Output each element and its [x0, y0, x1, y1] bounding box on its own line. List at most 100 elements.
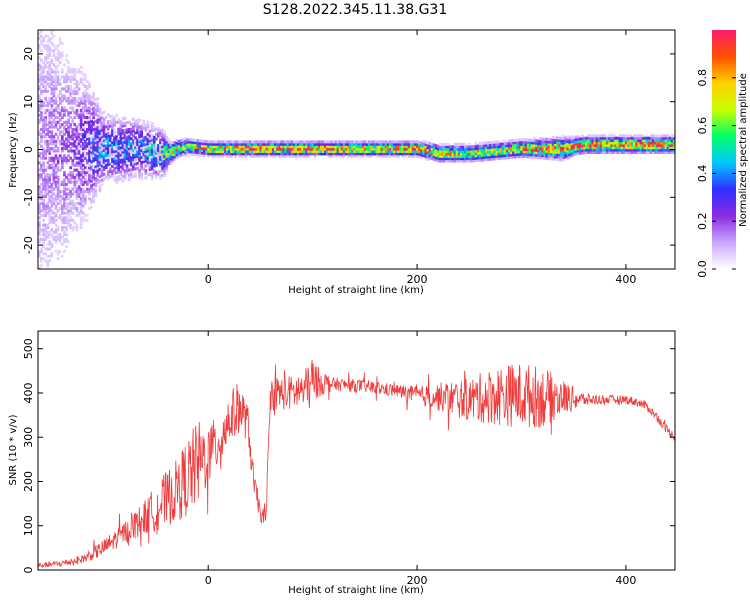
spectrogram-cell [92, 101, 95, 105]
spectrogram-cell [44, 65, 47, 69]
spectrogram-cell [244, 150, 248, 153]
spectrogram-cell [271, 145, 275, 149]
spectrogram-cell [654, 141, 657, 145]
spectrogram-cell [94, 112, 98, 116]
spectrogram-cell [96, 171, 100, 175]
spectrogram-cell [393, 145, 396, 149]
spectrogram-cell [184, 144, 187, 148]
spectrogram-cell [338, 150, 342, 153]
spectrogram-cell [259, 147, 263, 151]
spectrogram-cell [106, 136, 110, 140]
spectrogram-cell [576, 149, 580, 153]
spectrogram-cell [40, 39, 43, 43]
spectrogram-cell [284, 142, 288, 146]
spectrogram-cell [98, 179, 102, 183]
spectrogram-cell [309, 152, 313, 156]
spectrogram-cell [38, 87, 41, 91]
spectrogram-cell [42, 240, 45, 244]
spectrogram-cell [159, 153, 162, 156]
spectrogram-cell [618, 143, 622, 147]
spectrogram-cell [668, 141, 672, 145]
spectrogram-cell [426, 146, 430, 150]
spectrogram-cell [578, 137, 582, 141]
spectrogram-cell [100, 128, 104, 132]
spectrogram-cell [601, 136, 605, 140]
spectrogram-cell [418, 143, 421, 147]
spectrogram-cell [562, 156, 565, 160]
spectrogram-cell [453, 145, 457, 149]
spectrogram-cell [585, 139, 588, 143]
spectrogram-cell [56, 159, 60, 163]
spectrogram-cell [65, 156, 68, 160]
spectrogram-cell [226, 154, 229, 158]
spectrogram-cell [98, 186, 102, 190]
spectrogram-cell [292, 140, 296, 144]
spectrogram-cell [100, 154, 104, 158]
spectrogram-cell [175, 146, 179, 150]
spectrogram-cell [132, 163, 135, 166]
spectrogram-cell [589, 136, 593, 140]
spectrogram-cell [42, 37, 45, 41]
spectrogram-cell [83, 144, 87, 148]
spectrogram-cell [42, 237, 45, 241]
spectrogram-cell [88, 111, 91, 115]
spectrogram-cell [56, 94, 60, 98]
spectrogram-cell [61, 75, 64, 79]
spectrogram-cell [167, 147, 171, 151]
spectrogram-cell [94, 141, 98, 145]
spectrogram-cell [388, 150, 392, 153]
spectrogram-cell [90, 205, 93, 209]
spectrogram-cell [125, 169, 129, 173]
spectrogram-cell [61, 235, 64, 239]
spectrogram-cell [668, 136, 672, 140]
spectrogram-cell [115, 144, 118, 148]
spectrogram-cell [132, 175, 135, 178]
spectrogram-cell [83, 99, 87, 103]
spectrogram-cell [451, 159, 455, 163]
spectrogram-cell [652, 141, 655, 145]
spectrogram-cell [46, 242, 50, 246]
spectrogram-cell [445, 150, 448, 154]
spectrogram-cell [322, 145, 325, 149]
spectrogram-cell [422, 147, 425, 150]
spectrogram-cell [44, 235, 47, 239]
spectrogram-cell [558, 136, 561, 140]
spectrogram-cell [40, 101, 43, 105]
spectrogram-cell [52, 44, 56, 48]
spectrogram-cell [359, 154, 363, 158]
spectrogram-cell [40, 58, 43, 62]
spectrogram-cell [106, 132, 110, 136]
spectrogram-cell [484, 158, 488, 162]
spectrogram-cell [428, 154, 432, 157]
spectrogram-cell [299, 145, 302, 149]
spectrogram-cell [533, 141, 536, 145]
spectrogram-cell [169, 155, 173, 159]
spectrogram-cell [313, 152, 317, 156]
spectrogram-cell [664, 141, 668, 145]
spectrogram-cell [629, 143, 632, 147]
spectrogram-cell [601, 146, 605, 150]
spectrogram-cell [67, 89, 70, 93]
spectrogram-cell [284, 147, 288, 151]
spectrogram-cell [353, 142, 357, 146]
spectrogram-cell [44, 230, 47, 234]
spectrogram-cell [69, 80, 72, 84]
spectrogram-cell [647, 151, 651, 154]
spectrogram-cell [439, 157, 442, 161]
spectrogram-cell [474, 156, 478, 160]
spectrogram-cell [44, 99, 47, 103]
spectrogram-cell [604, 151, 607, 154]
spectrogram-cell [462, 147, 465, 151]
spectrogram-cell [155, 156, 158, 160]
spectrogram-cell [146, 149, 150, 153]
spectrogram-cell [449, 152, 453, 156]
spectrogram-cell [88, 96, 91, 100]
spectrogram-cell [217, 150, 221, 153]
spectrogram-cell [44, 187, 47, 191]
spectrogram-cell [386, 142, 390, 146]
spectrogram-cell [50, 166, 54, 170]
spectrogram-cell [142, 143, 146, 147]
spectrogram-cell [71, 226, 75, 229]
spectrogram-cell [330, 152, 334, 156]
spectrogram-cell [127, 142, 131, 146]
